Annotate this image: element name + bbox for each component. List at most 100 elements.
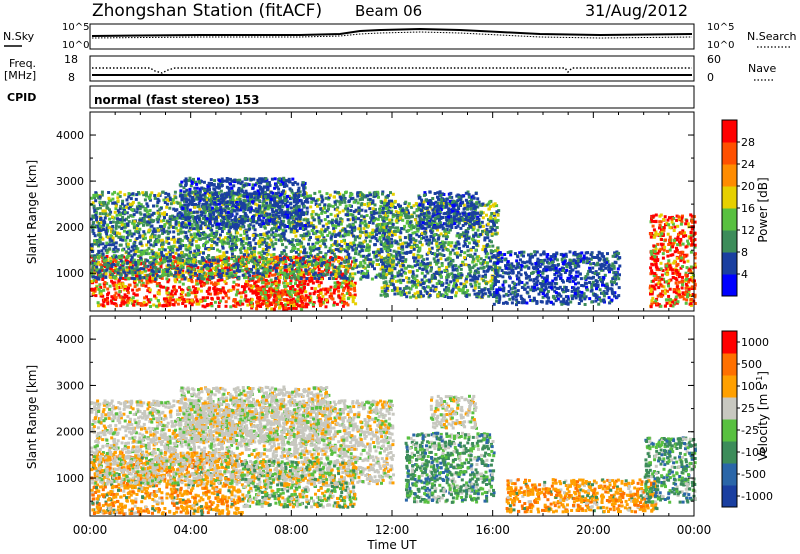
scatter-cell bbox=[294, 226, 298, 230]
scatter-cell bbox=[284, 229, 288, 233]
scatter-cell bbox=[126, 261, 130, 265]
scatter-cell bbox=[179, 230, 183, 234]
scatter-cell bbox=[232, 280, 236, 284]
scatter-cell bbox=[105, 268, 109, 272]
scatter-cell bbox=[141, 191, 145, 195]
scatter-cell bbox=[360, 271, 364, 275]
scatter-cell bbox=[93, 242, 97, 246]
scatter-cell bbox=[151, 276, 155, 280]
scatter-cell bbox=[109, 221, 113, 224]
scatter-cell bbox=[257, 258, 261, 262]
scatter-cell bbox=[98, 206, 102, 210]
scatter-cell bbox=[251, 291, 255, 295]
scatter-cell bbox=[193, 255, 197, 259]
scatter-cell bbox=[188, 226, 192, 230]
scatter-cell bbox=[148, 276, 152, 280]
scatter-cell bbox=[216, 237, 220, 241]
scatter-cell bbox=[176, 302, 180, 306]
scatter-cell bbox=[322, 239, 326, 243]
scatter-cell bbox=[293, 304, 296, 308]
scatter-cell bbox=[160, 219, 163, 223]
scatter-cell bbox=[197, 248, 200, 252]
scatter-cell bbox=[308, 262, 311, 266]
scatter-cell bbox=[181, 271, 185, 275]
scatter-cell bbox=[171, 225, 175, 229]
scatter-cell bbox=[116, 268, 119, 272]
scatter-cell bbox=[185, 188, 189, 192]
cpid-text: normal (fast stereo) 153 bbox=[94, 93, 260, 107]
scatter-cell bbox=[205, 289, 209, 293]
scatter-cell bbox=[261, 289, 264, 293]
scatter-cell bbox=[228, 268, 232, 272]
scatter-cell bbox=[243, 206, 247, 210]
scatter-cell bbox=[138, 207, 142, 211]
scatter-cell bbox=[359, 203, 363, 207]
scatter-cell bbox=[108, 275, 112, 279]
scatter-cell bbox=[174, 251, 178, 255]
scatter-cell bbox=[288, 276, 292, 280]
scatter-cell bbox=[118, 295, 122, 299]
scatter-cell bbox=[215, 230, 219, 234]
scatter-cell bbox=[132, 232, 136, 236]
scatter-cell bbox=[114, 296, 118, 300]
scatter-cell bbox=[333, 190, 337, 194]
scatter-cell bbox=[231, 196, 235, 200]
scatter-cell bbox=[279, 193, 283, 197]
scatter-cell bbox=[209, 292, 213, 296]
scatter-cell bbox=[148, 290, 152, 294]
scatter-cell bbox=[134, 230, 138, 234]
scatter-cell bbox=[195, 302, 199, 306]
scatter-cell bbox=[139, 212, 143, 216]
scatter-cell bbox=[251, 285, 255, 288]
scatter-cell bbox=[247, 224, 251, 228]
scatter-cell bbox=[96, 240, 100, 243]
scatter-cell bbox=[265, 268, 269, 272]
scatter-cell bbox=[108, 217, 112, 221]
scatter-cell bbox=[329, 285, 333, 289]
scatter-cell bbox=[316, 265, 320, 269]
scatter-cell bbox=[114, 260, 118, 264]
scatter-cell bbox=[153, 294, 157, 298]
freq-left-label-1: Freq. bbox=[9, 57, 36, 70]
scatter-cell bbox=[360, 241, 364, 245]
scatter-cell bbox=[317, 258, 321, 262]
scatter-cell bbox=[223, 280, 227, 284]
scatter-cell bbox=[345, 266, 348, 270]
scatter-cell bbox=[98, 212, 102, 216]
scatter-cell bbox=[352, 218, 355, 222]
scatter-cell bbox=[304, 302, 308, 306]
scatter-cell bbox=[335, 214, 339, 218]
scatter-cell bbox=[278, 298, 282, 302]
scatter-cell bbox=[188, 288, 192, 292]
scatter-cell bbox=[333, 235, 337, 238]
scatter-cell bbox=[126, 222, 129, 226]
scatter-cell bbox=[173, 278, 177, 282]
scatter-cell bbox=[265, 241, 269, 245]
scatter-cell bbox=[327, 287, 331, 291]
scatter-cell bbox=[147, 228, 151, 232]
scatter-cell bbox=[232, 204, 236, 207]
scatter-cell bbox=[258, 240, 262, 244]
scatter-cell bbox=[368, 239, 372, 243]
scatter-cell bbox=[158, 208, 162, 212]
scatter-cell bbox=[185, 253, 188, 257]
scatter-cell bbox=[214, 288, 218, 292]
scatter-cell bbox=[126, 288, 130, 292]
scatter-cell bbox=[324, 253, 328, 257]
scatter-cell bbox=[364, 224, 368, 228]
scatter-cell bbox=[332, 301, 336, 305]
scatter-cell bbox=[118, 282, 122, 286]
scatter-cell bbox=[245, 280, 248, 284]
scatter-cell bbox=[346, 218, 350, 222]
scatter-cell bbox=[375, 239, 379, 243]
scatter-cell bbox=[210, 270, 214, 274]
scatter-cell bbox=[206, 277, 209, 281]
nave-label: Nave bbox=[748, 62, 776, 75]
scatter-cell bbox=[121, 248, 124, 252]
scatter-cell bbox=[349, 241, 353, 245]
scatter-cell bbox=[228, 195, 232, 199]
scatter-cell bbox=[226, 237, 230, 241]
scatter-cell bbox=[353, 293, 357, 297]
scatter-cell bbox=[337, 272, 341, 276]
scatter-cell bbox=[120, 223, 124, 227]
